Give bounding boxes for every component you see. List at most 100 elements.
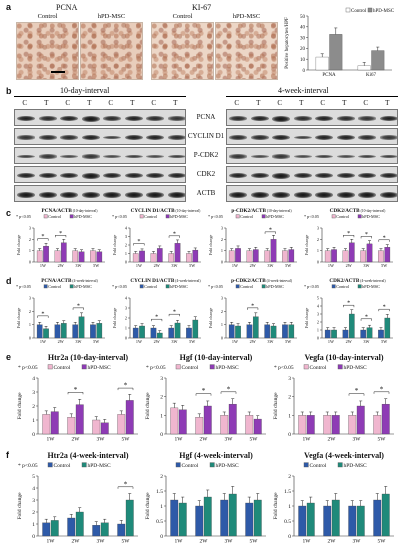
- sig-star: *: [251, 302, 254, 309]
- legend-label: Control: [54, 365, 71, 371]
- legend-label: hPD-MSC: [74, 284, 92, 289]
- chart-f2: Hgf (4-week-interval) Control hPD-MSC 0 0.5 1…: [145, 451, 266, 545]
- panel-a-label: a: [6, 2, 12, 12]
- y-tick-label: 0: [29, 335, 31, 340]
- chart-subtitle: (4-week-interval): [266, 279, 293, 283]
- blot-band: [250, 191, 269, 198]
- lane-label-t: T: [299, 99, 304, 107]
- chart-title: Vegfa (10-day-interval): [304, 353, 383, 362]
- blot-band: [358, 154, 376, 159]
- lane-label-c: C: [234, 99, 240, 107]
- interval-4week-label: 4-week-interval: [278, 86, 329, 95]
- chart-f1: Htr2a (4-week-interval) * p<0.05 Control hP…: [17, 451, 138, 545]
- bar-hpd-msc: [178, 409, 187, 435]
- bar-hpd-msc: [366, 327, 373, 339]
- y-tick-label: 1: [32, 522, 35, 528]
- x-tick-label: 3W: [267, 263, 273, 268]
- y-tick-label: 0: [32, 534, 35, 540]
- sig-star: *: [173, 230, 176, 237]
- sig-star: *: [124, 479, 128, 488]
- bar-control: [264, 324, 271, 339]
- blot-band: [146, 172, 164, 179]
- chart-e2: Hgf (10-day-interval) * p<0.05 Control hPD-…: [145, 353, 266, 443]
- legend-swatch: [261, 214, 266, 219]
- legend-label: hPD-MSC: [216, 463, 240, 469]
- blot-band: [146, 155, 164, 158]
- chart-title: p-CDK2/ACTB (4-week-interval): [231, 278, 293, 284]
- chart-title: CYCLIN D1/ACTB (10-day-interval): [131, 208, 201, 214]
- chart-title: p-CDK2/ACTB (10-day-interval): [231, 208, 292, 214]
- blot-band: [358, 135, 376, 140]
- y-tick-label: 0: [288, 432, 291, 438]
- legend-swatch: [175, 364, 181, 370]
- blot-band: [229, 172, 247, 179]
- bar-hpd-msc: [139, 325, 145, 339]
- legend-label: hPD-MSC: [362, 214, 380, 219]
- y-tick-label: 0: [29, 259, 31, 264]
- legend-swatch: [331, 214, 336, 219]
- bar-control: [357, 65, 371, 71]
- y-tick-label: 3: [160, 376, 163, 382]
- blot-band: [229, 154, 247, 159]
- scale-bar: [51, 71, 65, 73]
- blot-band: [17, 172, 35, 179]
- y-tick-label: 1: [125, 325, 127, 330]
- lane-label-t: T: [385, 99, 390, 107]
- x-tick-label: 2W: [58, 263, 64, 268]
- lane-label-c: C: [65, 99, 71, 107]
- p-value-note: * p<0.05: [16, 284, 31, 289]
- y-tick-label: 3: [221, 295, 223, 300]
- blot-band: [293, 135, 312, 140]
- legend-swatch: [175, 462, 181, 468]
- blot-band: [379, 172, 397, 179]
- bar-hpd-msc: [270, 239, 277, 263]
- blot-band: [17, 115, 35, 122]
- chart-title: CDK2/ACTB (4-week-interval): [329, 278, 386, 284]
- y-axis-label: Fold change: [145, 392, 151, 420]
- blot-band: [379, 115, 397, 122]
- x-tick-label: 3W: [97, 437, 106, 443]
- panel-d-label: d: [6, 276, 12, 286]
- y-tick-label: 0: [317, 335, 319, 340]
- legend-swatch: [367, 7, 373, 13]
- bar-control: [36, 324, 43, 339]
- pcna-stain-title: PCNA: [56, 3, 78, 12]
- bar-control: [72, 250, 79, 263]
- sig-star: *: [383, 304, 386, 311]
- x-tick-label: 1W: [303, 539, 312, 545]
- blot-band: [146, 116, 164, 121]
- bar-hpd-msc: [203, 405, 212, 435]
- legend-swatch: [165, 284, 170, 289]
- y-tick-label: 2: [125, 315, 127, 320]
- legend-swatch: [261, 284, 266, 289]
- bar-control: [298, 505, 307, 537]
- blot-band: [272, 134, 290, 141]
- legend-label: Control: [182, 365, 199, 371]
- blot-band: [315, 134, 333, 141]
- blot-band: [293, 116, 312, 121]
- bar-control: [117, 523, 126, 537]
- blot-band: [336, 116, 355, 121]
- blot-band: [103, 135, 121, 140]
- bar-control: [348, 505, 357, 537]
- x-tick-label: 5W: [381, 263, 387, 268]
- bracket-10day: [14, 96, 186, 97]
- bar-hpd-msc: [356, 505, 365, 537]
- legend-label: hPD-MSC: [88, 463, 112, 469]
- legend-label: hPD-MSC: [88, 365, 112, 371]
- micrograph-pcna-control: [16, 22, 79, 80]
- blot-band: [38, 116, 57, 121]
- blot-band: [38, 172, 57, 179]
- bar-control: [324, 250, 331, 263]
- bar-control: [378, 329, 384, 339]
- y-tick-label: 4: [32, 486, 35, 492]
- bar-hpd-msc: [178, 502, 187, 537]
- blot-band: [124, 134, 143, 141]
- blot-band: [293, 172, 312, 179]
- blot-band: [293, 155, 312, 158]
- x-tick-label: 3W: [363, 339, 369, 344]
- blot-band: [272, 115, 290, 122]
- y-tick-label: 2: [317, 237, 319, 242]
- micro-label-ki67-control: Control: [172, 13, 193, 20]
- y-tick-label: 3: [29, 295, 31, 300]
